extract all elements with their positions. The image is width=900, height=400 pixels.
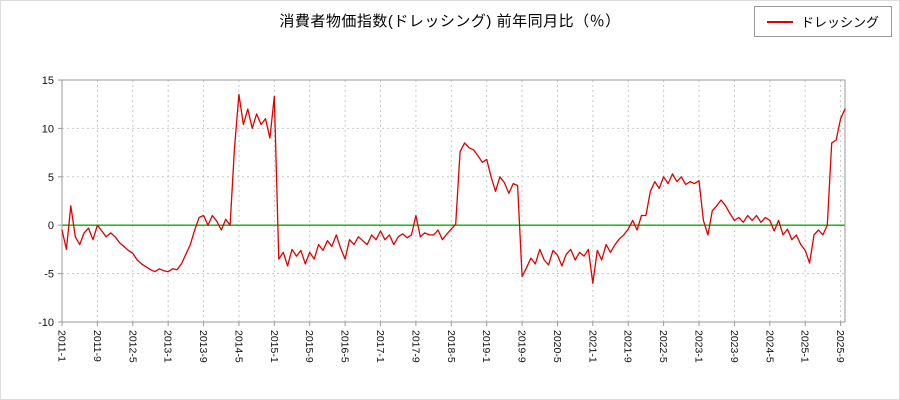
chart-title: 消費者物価指数(ドレッシング) 前年同月比（％） (279, 13, 621, 30)
x-tick-label: 2014-5 (232, 330, 244, 363)
x-tick-label: 2018-5 (445, 330, 457, 363)
plot-border (61, 79, 846, 323)
y-tick-label: 5 (48, 172, 54, 184)
y-axis-labels: 15 10 5 0 -5 -10 (38, 75, 62, 329)
x-tick-label: 2011-9 (91, 330, 103, 362)
x-tick-label: 2011-1 (56, 330, 68, 362)
x-tick-label: 2015-1 (268, 330, 280, 363)
x-tick-label: 2019-9 (516, 330, 528, 363)
series-line-icon (766, 20, 793, 23)
x-tick-label: 2013-9 (197, 330, 209, 363)
x-tick-label: 2020-5 (551, 330, 563, 363)
y-tick-label: 10 (42, 123, 54, 135)
plot-area (62, 80, 845, 322)
x-tick-label: 2015-9 (303, 330, 315, 363)
legend-label: ドレッシング (800, 15, 879, 30)
x-tick-label: 2021-1 (586, 330, 598, 363)
x-tick-label: 2023-1 (693, 330, 705, 363)
y-tick-label: 0 (48, 220, 54, 232)
y-tick-label: 15 (42, 75, 54, 87)
x-tick-label: 2013-1 (162, 330, 174, 363)
x-tick-label: 2021-9 (622, 330, 634, 363)
x-tick-label: 2025-1 (799, 330, 811, 363)
x-tick-label: 2025-9 (834, 330, 846, 363)
y-tick-label: -5 (44, 269, 54, 281)
x-tick-label: 2016-5 (339, 330, 351, 363)
y-tick-label: -10 (38, 317, 54, 329)
legend: ドレッシング (753, 6, 892, 37)
x-tick-label: 2024-5 (763, 330, 775, 363)
x-tick-label: 2019-1 (480, 330, 492, 363)
x-axis-labels: 2011-1 2011-9 2012-5 2013-1 2013-9 2014-5 2015… (56, 322, 846, 363)
x-tick-label: 2017-9 (409, 330, 421, 363)
x-tick-label: 2023-9 (728, 330, 740, 363)
x-tick-label: 2022-5 (657, 330, 669, 363)
x-tick-label: 2017-1 (374, 330, 386, 363)
series-line (61, 93, 846, 284)
x-tick-label: 2012-5 (126, 330, 138, 363)
